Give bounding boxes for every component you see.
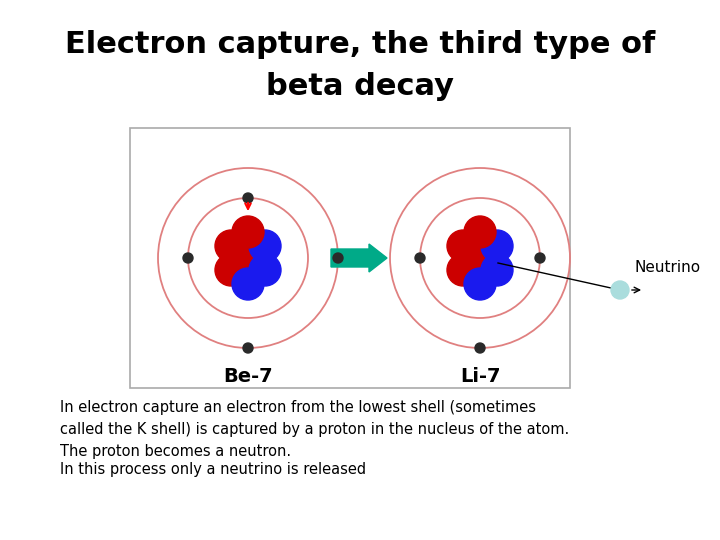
Circle shape [464, 216, 496, 248]
Text: Electron capture, the third type of: Electron capture, the third type of [65, 30, 655, 59]
FancyArrow shape [331, 244, 387, 272]
Circle shape [243, 193, 253, 203]
Circle shape [215, 230, 247, 262]
Circle shape [535, 253, 545, 263]
Text: Li-7: Li-7 [460, 367, 500, 386]
Circle shape [447, 254, 479, 286]
Circle shape [249, 230, 281, 262]
Circle shape [232, 242, 264, 274]
Circle shape [232, 216, 264, 248]
Circle shape [215, 254, 247, 286]
Text: In electron capture an electron from the lowest shell (sometimes
called the K sh: In electron capture an electron from the… [60, 400, 570, 460]
Circle shape [249, 254, 281, 286]
Circle shape [447, 230, 479, 262]
Circle shape [232, 268, 264, 300]
Circle shape [464, 268, 496, 300]
Text: In this process only a neutrino is released: In this process only a neutrino is relea… [60, 462, 366, 477]
Bar [130, 128, 570, 388]
Circle shape [183, 253, 193, 263]
Circle shape [333, 253, 343, 263]
Text: Neutrino: Neutrino [635, 260, 701, 275]
Text: beta decay: beta decay [266, 72, 454, 101]
Circle shape [464, 242, 496, 274]
Circle shape [481, 254, 513, 286]
Circle shape [611, 281, 629, 299]
Text: Be-7: Be-7 [223, 367, 273, 386]
Circle shape [415, 253, 425, 263]
Circle shape [475, 343, 485, 353]
Circle shape [481, 230, 513, 262]
Circle shape [243, 343, 253, 353]
